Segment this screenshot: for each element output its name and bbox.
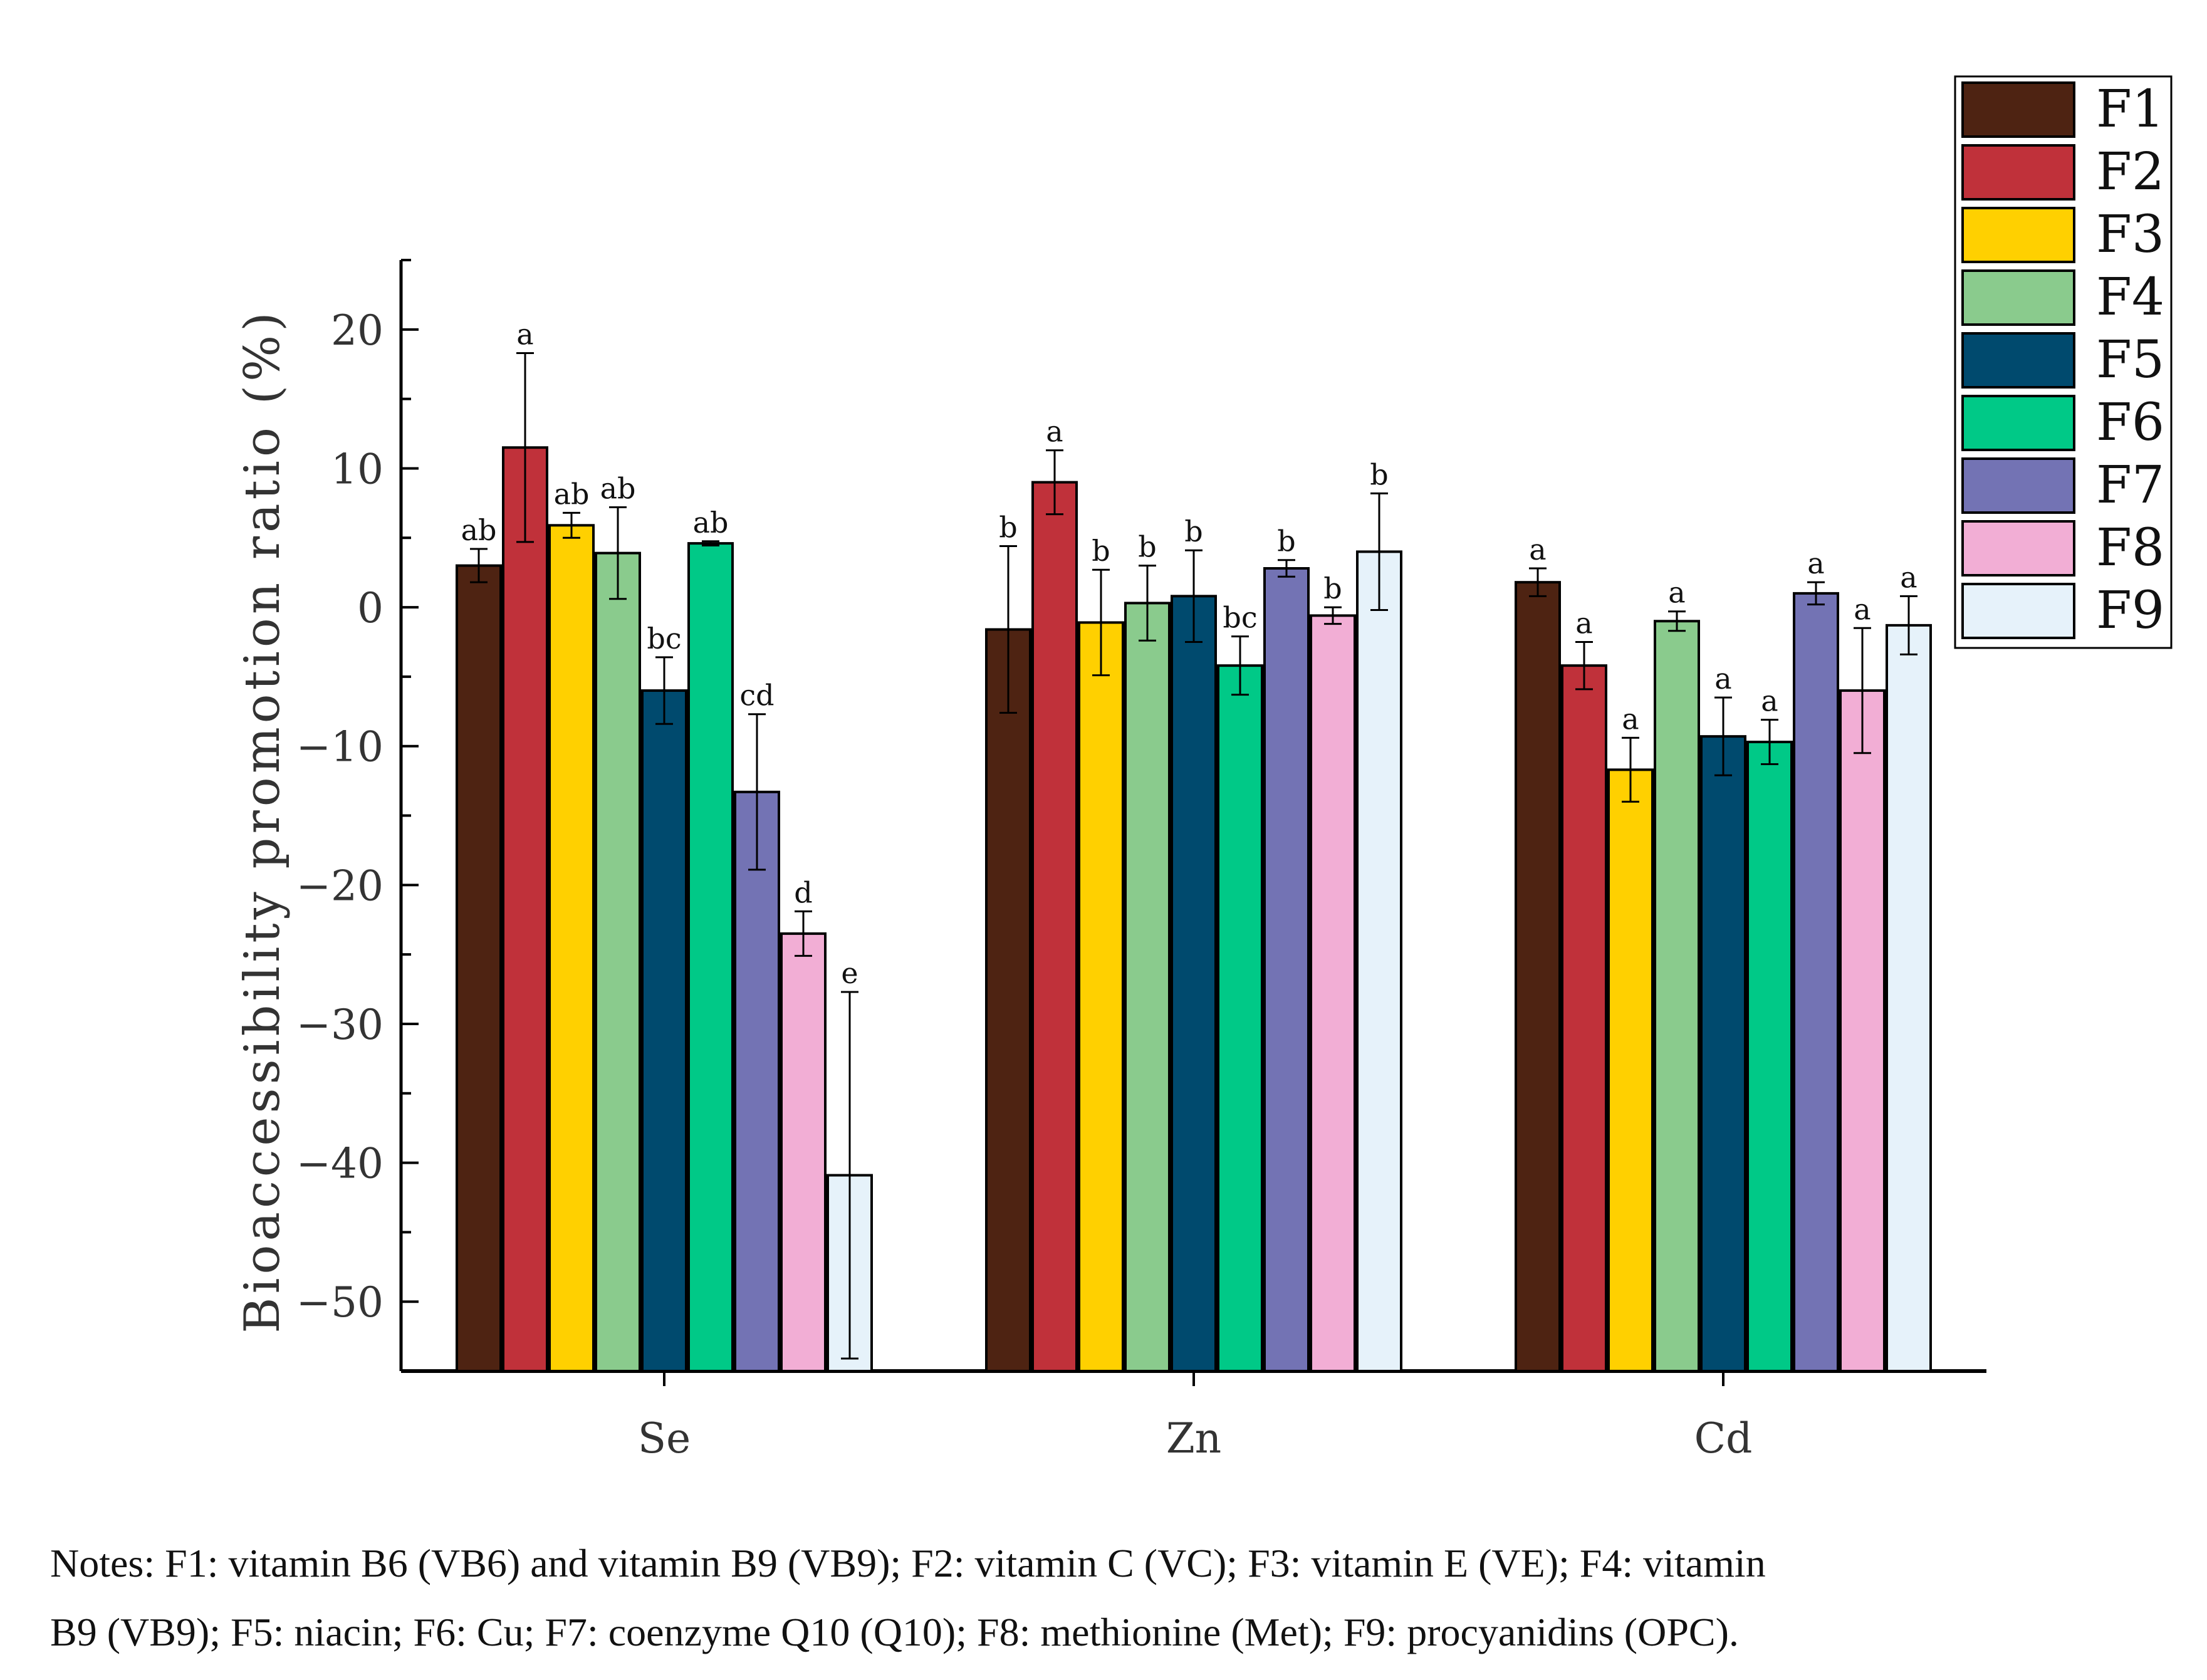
bar: [1561, 664, 1607, 1372]
significance-label: ab: [554, 477, 590, 511]
x-tick-label: Cd: [1694, 1414, 1753, 1463]
significance-label: a: [1761, 684, 1778, 718]
significance-label: a: [1622, 702, 1639, 736]
significance-label: a: [516, 317, 533, 351]
significance-label: a: [1668, 576, 1685, 610]
bar: [595, 551, 641, 1372]
bar: [502, 446, 548, 1372]
bar: [1356, 550, 1402, 1372]
legend-label: F8: [2096, 518, 2164, 578]
significance-label: cd: [739, 679, 774, 712]
significance-label: b: [1323, 571, 1342, 605]
significance-label: bc: [1223, 601, 1257, 635]
bar: [1031, 481, 1078, 1372]
bar: [1839, 689, 1886, 1372]
legend-label: F5: [2096, 330, 2164, 390]
significance-label: bc: [647, 622, 681, 655]
significance-label: a: [1575, 606, 1592, 640]
legend-swatch: [1961, 144, 2075, 201]
legend-label: F7: [2096, 456, 2164, 515]
bar: [780, 932, 827, 1372]
significance-label: a: [1529, 533, 1546, 566]
significance-label: ab: [461, 513, 497, 547]
y-tick-label: −30: [296, 1001, 383, 1049]
bar: [1515, 581, 1561, 1372]
y-tick-label: 10: [331, 445, 383, 493]
legend-swatch: [1961, 457, 2075, 514]
legend-label: F1: [2096, 80, 2164, 139]
bar: [1886, 623, 1932, 1372]
legend-label: F6: [2096, 393, 2164, 452]
bar: [1217, 664, 1263, 1372]
y-axis-title: Bioaccessibility promotion ratio (%): [234, 308, 291, 1333]
x-tick-label: Zn: [1166, 1414, 1221, 1463]
y-tick-label: −40: [296, 1140, 383, 1188]
y-tick-label: 0: [357, 584, 383, 632]
bar: [1263, 567, 1310, 1373]
significance-label: e: [841, 956, 858, 990]
significance-label: b: [999, 511, 1017, 545]
y-tick-label: −50: [296, 1278, 383, 1327]
bar: [1654, 620, 1700, 1372]
legend-swatch: [1961, 81, 2075, 138]
legend-swatch: [1961, 520, 2075, 577]
legend-swatch: [1961, 395, 2075, 451]
significance-label: d: [794, 875, 812, 909]
bar: [1171, 595, 1217, 1372]
y-tick-label: 20: [331, 306, 383, 355]
significance-label: ab: [693, 506, 729, 540]
legend-swatch: [1961, 269, 2075, 326]
bar: [1746, 741, 1793, 1372]
bar: [1700, 735, 1746, 1372]
bar: [456, 564, 502, 1373]
legend-label: F3: [2096, 205, 2164, 264]
significance-label: b: [1277, 524, 1295, 558]
bar: [1310, 614, 1356, 1372]
significance-label: a: [1714, 662, 1731, 696]
bar: [548, 524, 595, 1373]
significance-label: b: [1092, 534, 1110, 568]
legend-swatch: [1961, 583, 2075, 639]
significance-label: a: [1046, 415, 1063, 449]
bar: [1607, 768, 1654, 1372]
bar: [687, 542, 734, 1372]
legend-swatch: [1961, 207, 2075, 263]
significance-label: a: [1854, 592, 1870, 626]
significance-label: b: [1370, 457, 1388, 491]
y-tick-label: −20: [296, 862, 383, 910]
bar: [1078, 621, 1124, 1372]
notes-line-2: B9 (VB9); F5: niacin; F6: Cu; F7: coenzy…: [50, 1610, 1739, 1654]
significance-label: b: [1138, 530, 1156, 564]
significance-label: b: [1184, 514, 1203, 548]
bar: [1793, 592, 1839, 1372]
significance-label: a: [1807, 546, 1824, 580]
figure-notes: Notes: F1: vitamin B6 (VB6) and vitamin …: [50, 1529, 2181, 1667]
bar: [985, 628, 1031, 1373]
legend-label: F9: [2096, 581, 2164, 640]
legend-swatch: [1961, 332, 2075, 389]
notes-line-1: Notes: F1: vitamin B6 (VB6) and vitamin …: [50, 1541, 1766, 1585]
legend-label: F2: [2096, 142, 2164, 202]
bar: [641, 689, 687, 1372]
bar: [734, 790, 780, 1372]
x-tick-label: Se: [638, 1414, 691, 1463]
legend-label: F4: [2096, 268, 2164, 327]
significance-label: a: [1900, 560, 1917, 594]
y-tick-label: −10: [296, 723, 383, 771]
significance-label: ab: [600, 471, 636, 505]
bar: [1124, 602, 1171, 1373]
